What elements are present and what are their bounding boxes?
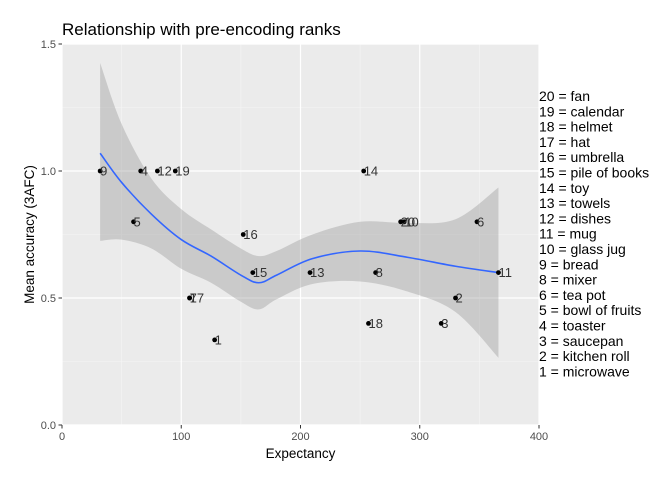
legend-entry: 10 = glass jug (539, 241, 626, 257)
legend-entry: 11 = mug (539, 226, 597, 242)
data-point-16 (240, 232, 246, 237)
data-point-11 (496, 270, 501, 275)
data-point-10 (401, 219, 407, 225)
data-label-15: 15 (253, 265, 267, 280)
data-label-6: 6 (477, 214, 484, 229)
y-tick-label: 1.5 (41, 39, 56, 51)
legend-entry: 1 = microwave (539, 363, 630, 379)
x-axis-title: Expectancy (266, 446, 336, 461)
data-point-17 (187, 295, 192, 301)
chart-title: Relationship with pre-encoding ranks (62, 20, 341, 39)
legend-entry: 16 = umbrella (539, 149, 624, 165)
data-point-15 (250, 270, 256, 275)
y-axis-title: Mean accuracy (3AFC) (22, 165, 37, 304)
data-label-10: 10 (404, 214, 418, 229)
legend-entry: 15 = pile of books (539, 165, 649, 181)
data-point-19 (172, 168, 178, 174)
data-point-9 (97, 168, 103, 174)
y-tick-label: 0.0 (41, 420, 56, 432)
data-label-18: 18 (368, 316, 382, 331)
y-tick-label: 0.5 (41, 293, 56, 305)
data-point-14 (361, 168, 367, 174)
legend-entry: 6 = tea pot (539, 287, 606, 303)
data-label-12: 12 (157, 164, 171, 179)
x-tick-label: 100 (172, 431, 190, 443)
smooth-fit-line (99, 152, 499, 284)
data-point-8 (373, 270, 379, 275)
legend-entry: 19 = calendar (539, 103, 625, 119)
legend-entry: 17 = hat (539, 134, 590, 150)
data-point-3 (438, 321, 444, 326)
legend-entry: 4 = toaster (539, 318, 606, 334)
x-tick-label: 300 (411, 431, 429, 443)
data-label-19: 19 (175, 164, 189, 179)
legend-entry: 20 = fan (539, 88, 590, 104)
data-label-7: 7 (190, 291, 197, 306)
legend-entry: 14 = toy (539, 180, 589, 196)
legend-entry: 12 = dishes (539, 210, 611, 226)
data-label-20: 20 (401, 214, 415, 229)
data-label-14: 14 (364, 164, 378, 179)
confidence-band (100, 63, 499, 358)
legend-entry: 8 = mixer (539, 272, 597, 288)
y-axis-ticks: 0.0 0.5 1.0 1.5 (41, 39, 62, 432)
y-tick-label: 1.0 (41, 166, 56, 178)
legend-entry: 3 = saucepan (539, 333, 623, 349)
data-point-6 (474, 219, 480, 225)
data-point-2 (453, 295, 458, 301)
data-point-13 (307, 270, 313, 275)
x-tick-label: 400 (530, 431, 548, 443)
legend-entry: 18 = helmet (539, 119, 613, 135)
data-point-4 (138, 168, 144, 174)
data-point-5 (131, 219, 136, 225)
data-label-2: 2 (456, 291, 463, 306)
data-label-16: 16 (243, 227, 257, 242)
data-label-4: 4 (141, 164, 148, 179)
x-tick-label: 200 (291, 431, 309, 443)
data-label-8: 8 (376, 265, 383, 280)
x-tick-label: 0 (59, 431, 65, 443)
data-label-11: 11 (498, 265, 512, 280)
data-label-3: 3 (441, 316, 448, 331)
data-label-1: 1 (215, 332, 222, 347)
data-label-5: 5 (134, 214, 141, 229)
data-point-1 (212, 337, 218, 343)
legend-entry: 13 = towels (539, 195, 610, 211)
data-label-13: 13 (310, 265, 324, 280)
legend-entry: 2 = kitchen roll (539, 348, 630, 364)
data-label-17: 17 (190, 291, 204, 306)
data-point-20 (398, 219, 404, 225)
x-axis-ticks: 0 100 200 300 400 (59, 425, 548, 443)
legend-entry: 9 = bread (539, 256, 599, 272)
major-gridlines (61, 43, 540, 426)
data-point-12 (155, 168, 160, 174)
data-label-9: 9 (100, 164, 107, 179)
data-point-18 (366, 321, 371, 326)
legend-entry: 5 = bowl of fruits (539, 302, 641, 318)
data-points (97, 168, 501, 343)
